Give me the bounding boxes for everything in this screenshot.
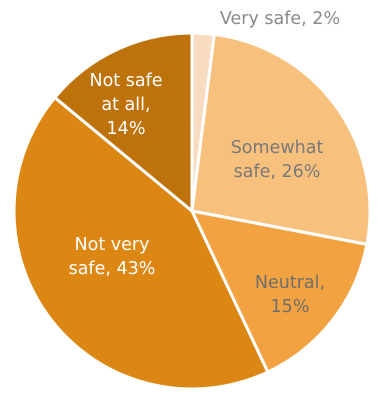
slice-label-line: Not safe xyxy=(90,71,163,91)
labels-layer: Very safe, 2% Somewhat safe, 26% Neutral, 15… xyxy=(69,9,340,317)
slice-label-line: Very safe, 2% xyxy=(220,9,340,29)
pie-slice-not-very-safe xyxy=(12,96,270,391)
slice-label-line: Somewhat xyxy=(231,138,324,158)
slice-label-line: safe, 43% xyxy=(69,259,156,279)
slice-label-line: 14% xyxy=(107,119,146,139)
slice-label-line: Neutral, xyxy=(255,273,325,293)
slice-label-line: at all, xyxy=(101,95,150,115)
slice-label-line: Not very xyxy=(75,235,150,255)
slice-label-not-safe-at-all: Not safe at all, 14% xyxy=(90,71,163,139)
slice-label-somewhat-safe: Somewhat safe, 26% xyxy=(231,138,324,182)
pie-slice-somewhat-safe xyxy=(190,32,372,246)
slice-label-line: 15% xyxy=(271,297,310,317)
pie-slice-neutral xyxy=(190,209,369,374)
slice-label-line: safe, 26% xyxy=(234,162,321,182)
pie-slice-not-safe-at-all xyxy=(53,31,194,213)
slice-label-neutral: Neutral, 15% xyxy=(255,273,325,317)
slice-label-not-very-safe: Not very safe, 43% xyxy=(69,235,156,279)
slices-layer xyxy=(12,31,372,391)
slice-label-very-safe: Very safe, 2% xyxy=(220,9,340,29)
